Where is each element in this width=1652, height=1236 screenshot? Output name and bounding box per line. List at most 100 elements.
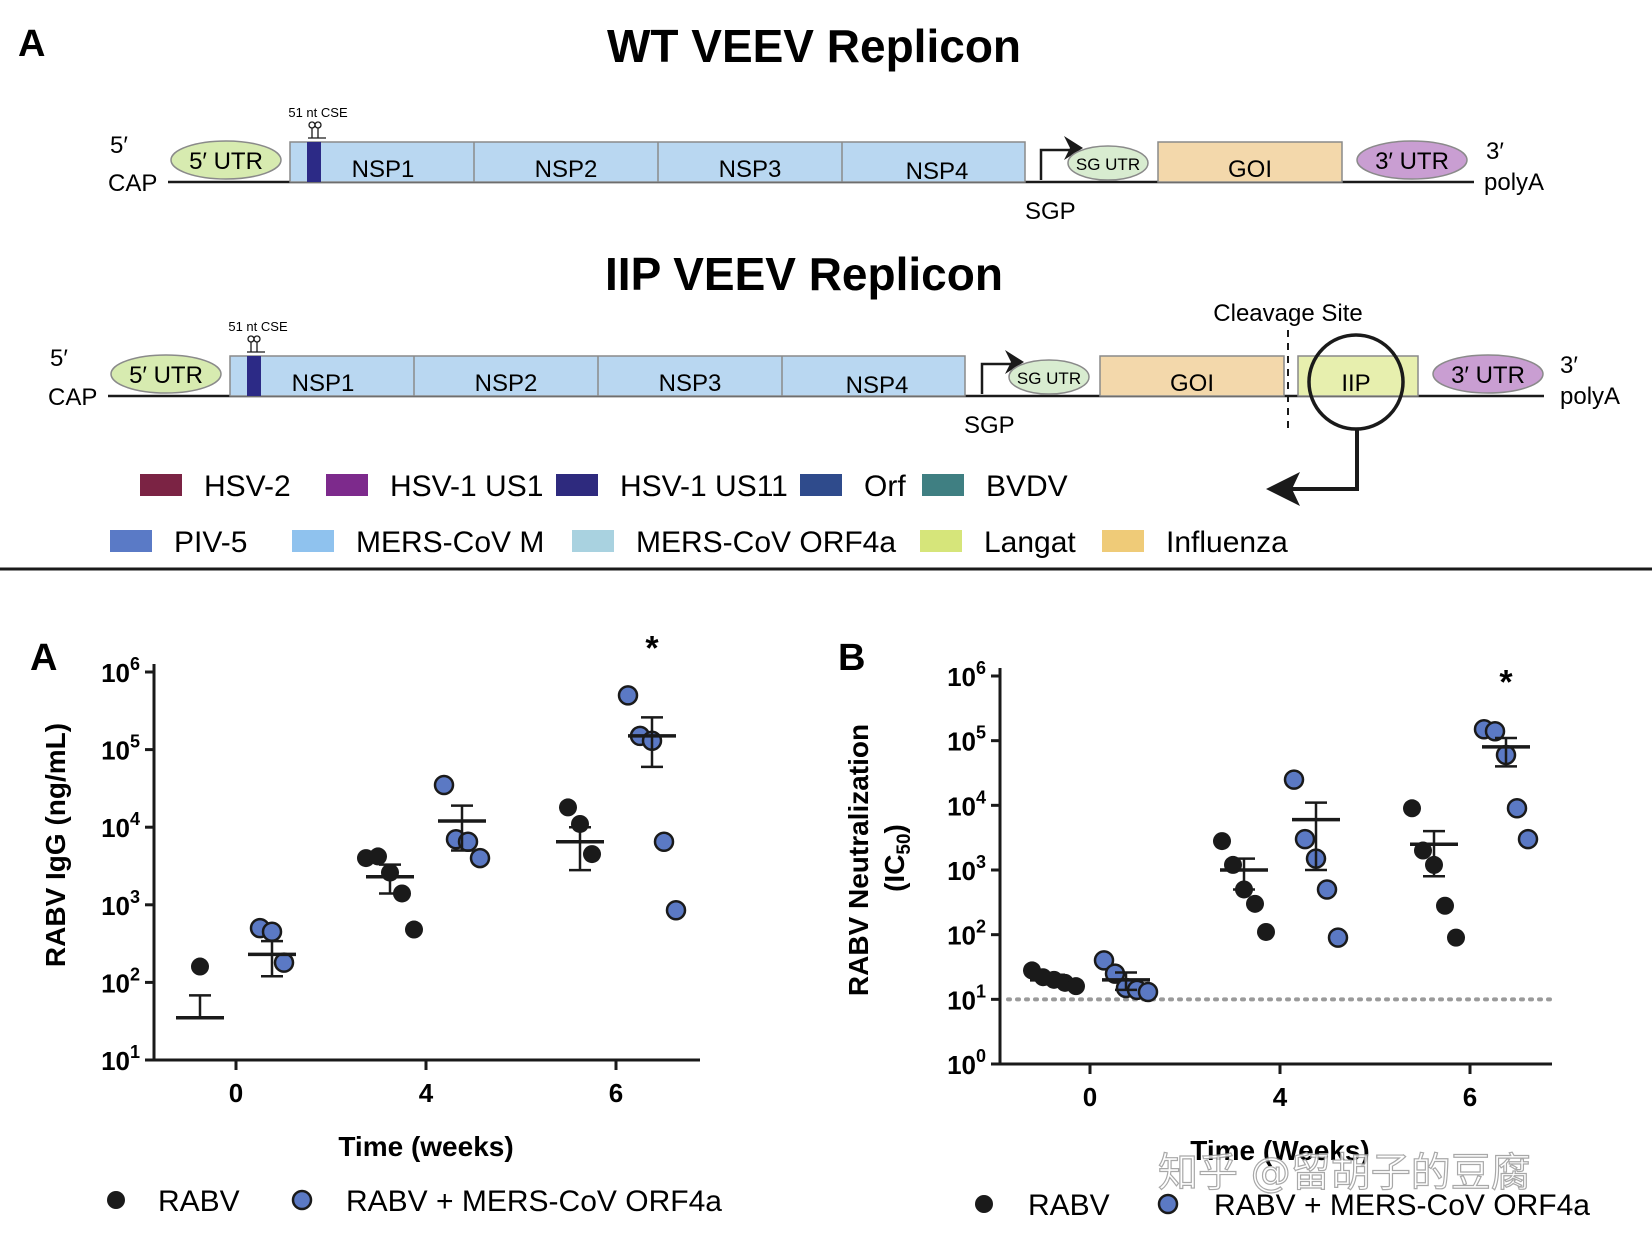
legend-swatch xyxy=(572,530,614,552)
significance-star: * xyxy=(1499,663,1513,701)
legend-orf4a-marker xyxy=(291,1189,313,1211)
y-tick-exponent: 3 xyxy=(130,887,140,907)
data-point xyxy=(191,957,209,976)
y-tick-label: 105 xyxy=(947,723,986,757)
x-tick-label: 6 xyxy=(1463,1082,1477,1112)
chart-b-ylabel-sub: (IC50) xyxy=(879,824,915,892)
wt-utr3-label: 3′ UTR xyxy=(1375,148,1449,175)
data-point xyxy=(1316,879,1338,900)
wt-promoter-arrow-icon xyxy=(1039,136,1083,180)
chart-a-plot: 101 102 103 104 105 106 0 4 6 * xyxy=(101,629,700,1108)
iip-replicon-diagram: 5′ CAP 5′ UTR 51 nt CSE NSP1 NSP2 NSP3 N… xyxy=(48,300,1620,506)
y-tick-label: 103 xyxy=(101,887,140,921)
legend-orf4a-marker xyxy=(1157,1193,1179,1215)
y-tick-exponent: 4 xyxy=(976,787,986,807)
chart-a-legend: RABV RABV + MERS-CoV ORF4a xyxy=(107,1185,722,1218)
legend-swatch xyxy=(556,474,598,496)
iip-nsp2: NSP2 xyxy=(475,370,538,397)
legend-label: BVDV xyxy=(986,470,1068,503)
y-tick-exponent: 5 xyxy=(130,732,140,752)
legend-swatch xyxy=(292,530,334,552)
data-point xyxy=(1213,832,1231,851)
legend-label: MERS-CoV M xyxy=(356,526,544,559)
wt-sgp-label: SGP xyxy=(1025,198,1076,225)
legend-label: HSV-2 xyxy=(204,470,291,503)
y-tick-label: 100 xyxy=(947,1046,986,1080)
wt-cse-label: 51 nt CSE xyxy=(288,105,348,120)
data-point xyxy=(665,900,687,921)
iip-legend: HSV-2 HSV-1 US1 HSV-1 US11 Orf BVDV PIV-5 MERS… xyxy=(110,470,1288,559)
iip-promoter-arrow-icon xyxy=(980,350,1024,394)
data-point xyxy=(1327,927,1349,948)
y-tick-exponent: 0 xyxy=(976,1046,986,1066)
iip-goi-block xyxy=(1099,355,1285,397)
iip-polya: polyA xyxy=(1560,383,1620,410)
data-point xyxy=(1294,828,1316,850)
data-point xyxy=(1517,828,1539,850)
chart-b-legend-rabv: RABV xyxy=(1028,1189,1110,1222)
wt-utr5-label: 5′ UTR xyxy=(189,148,263,175)
y-tick-exponent: 3 xyxy=(976,852,986,872)
x-tick-label: 4 xyxy=(419,1078,434,1108)
wt-goi-block xyxy=(1157,141,1343,183)
wt-nsp4: NSP4 xyxy=(906,158,969,185)
y-tick-label: 106 xyxy=(101,654,140,688)
iip-utr5-label: 5′ UTR xyxy=(129,362,203,389)
legend-label: Influenza xyxy=(1166,526,1288,559)
chart-b-legend: RABV RABV + MERS-CoV ORF4a xyxy=(975,1189,1590,1222)
data-point xyxy=(393,884,411,903)
data-point xyxy=(583,845,601,864)
wt-sgutr-ellipse xyxy=(1067,145,1149,181)
chart-b-legend-orf4a: RABV + MERS-CoV ORF4a xyxy=(1214,1189,1590,1222)
data-point xyxy=(1067,977,1085,996)
legend-swatch xyxy=(1102,530,1144,552)
y-tick-exponent: 6 xyxy=(976,658,986,678)
chart-b-ylabel: RABV Neutralization xyxy=(843,724,874,996)
x-tick-label: 0 xyxy=(1083,1082,1097,1112)
wt-nsp1: NSP1 xyxy=(352,156,415,183)
iip-utr5-ellipse xyxy=(110,354,222,394)
legend-swatch xyxy=(326,474,368,496)
data-point xyxy=(1506,798,1528,819)
legend-label: MERS-CoV ORF4a xyxy=(636,526,896,559)
data-point xyxy=(1283,769,1305,790)
iip-sgutr-label: SG UTR xyxy=(1017,369,1081,388)
data-point xyxy=(1093,950,1115,971)
y-tick-label: 102 xyxy=(101,964,140,998)
legend-swatch xyxy=(800,474,842,496)
data-point xyxy=(653,831,675,852)
data-point xyxy=(1246,894,1264,913)
iip-goi-label: GOI xyxy=(1170,370,1214,397)
iip-label: IIP xyxy=(1341,370,1370,397)
y-tick-exponent: 2 xyxy=(976,917,986,937)
wt-cap: CAP xyxy=(108,170,157,197)
iip-cse-stemloop-icon xyxy=(247,335,265,353)
wt-cse-stemloop-icon xyxy=(308,121,326,139)
data-point xyxy=(559,798,577,817)
wt-replicon-diagram: 5′ CAP 5′ UTR 51 nt CSE NSP1 NSP2 NSP3 N… xyxy=(108,105,1544,225)
y-tick-label: 102 xyxy=(947,917,986,951)
data-point xyxy=(1436,896,1454,915)
x-tick-label: 6 xyxy=(609,1078,623,1108)
iip-three-prime: 3′ xyxy=(1560,352,1578,379)
legend-rabv-marker xyxy=(107,1191,125,1209)
legend-rabv-marker xyxy=(975,1195,993,1213)
y-tick-exponent: 5 xyxy=(976,723,986,743)
data-point xyxy=(405,920,423,939)
panel-label-top: A xyxy=(18,23,45,65)
data-point xyxy=(433,774,455,796)
wt-utr3-ellipse xyxy=(1356,140,1468,180)
data-point xyxy=(273,952,295,973)
y-tick-label: 101 xyxy=(947,981,986,1015)
iip-pointer-arrow-icon xyxy=(1266,429,1359,506)
y-tick-label: 104 xyxy=(101,809,140,843)
iip-cse-marker xyxy=(247,356,261,396)
chart-b-panel-label: B xyxy=(838,637,865,679)
data-point xyxy=(1257,922,1275,941)
chart-a-panel-label: A xyxy=(30,637,57,679)
y-tick-label: 103 xyxy=(947,852,986,886)
legend-swatch xyxy=(922,474,964,496)
iip-nsp1: NSP1 xyxy=(292,370,355,397)
wt-polya: polyA xyxy=(1484,169,1544,196)
